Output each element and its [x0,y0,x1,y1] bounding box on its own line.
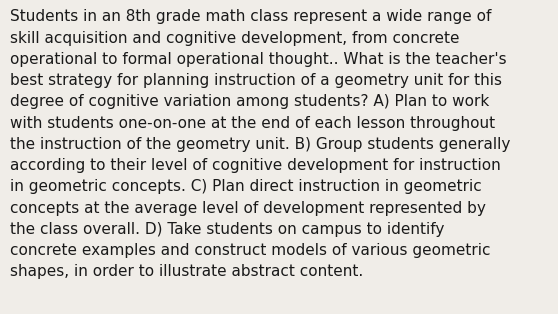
Text: Students in an 8th grade math class represent a wide range of
skill acquisition : Students in an 8th grade math class repr… [10,9,511,279]
